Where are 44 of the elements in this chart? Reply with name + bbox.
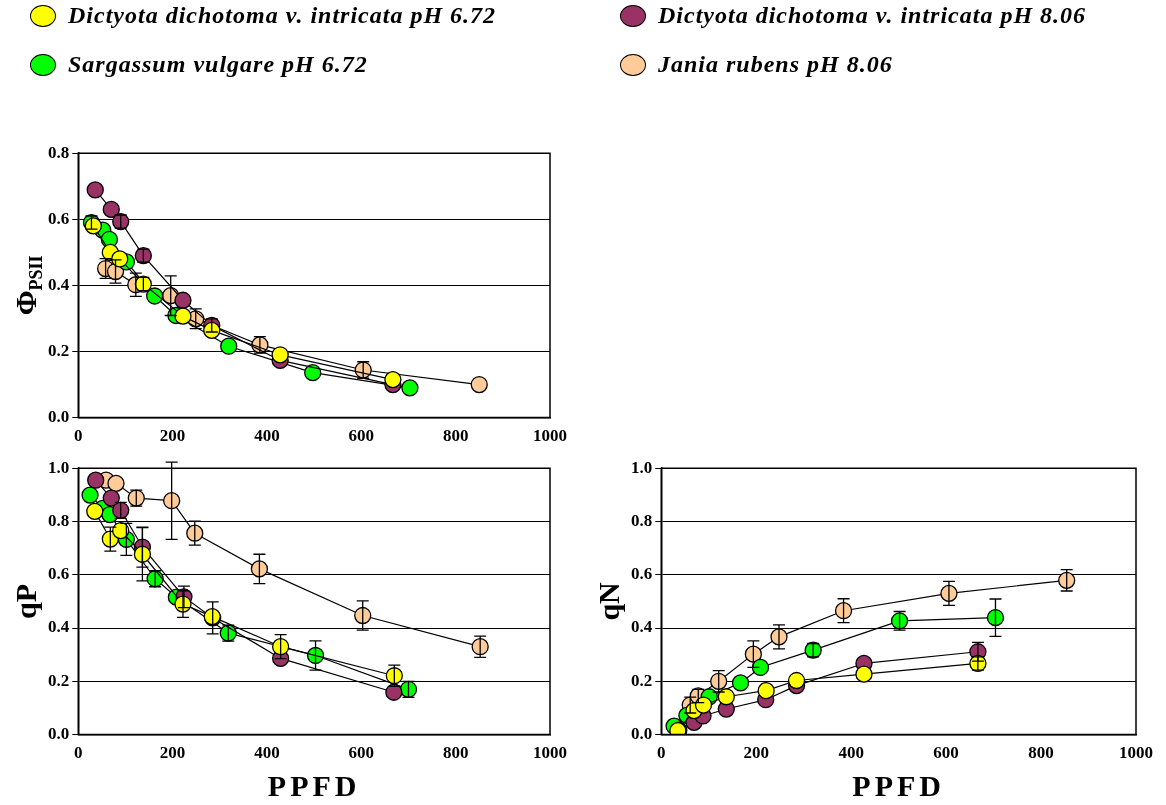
y-tick-label: 0.8 (631, 510, 653, 530)
x-tick-label: 400 (838, 743, 864, 763)
x-axis-title: PPFD (267, 768, 361, 802)
y-tick-label: 1.0 (631, 457, 653, 477)
y-tick-label: 0.6 (48, 564, 70, 584)
x-tick-label: 600 (348, 743, 375, 763)
x-tick-label: 800 (1028, 743, 1054, 763)
x-tick-label: 200 (159, 743, 186, 763)
y-tick-label: 0.2 (48, 670, 70, 690)
x-tick-label: 600 (933, 743, 959, 763)
y-tick-label: 1.0 (48, 457, 70, 477)
x-tick-label: 200 (743, 743, 769, 763)
x-tick-label: 400 (254, 743, 280, 763)
x-tick-label: 1000 (533, 426, 567, 446)
y-axis-title: qN (591, 581, 625, 621)
y-tick-label: 0.6 (48, 208, 70, 228)
x-tick-label: 800 (442, 743, 469, 763)
y-axis-title: qP (8, 583, 42, 619)
legend-label: Dictyota dichotoma v. intricata pH 6.72 (68, 2, 497, 29)
x-tick-label: 600 (348, 426, 375, 446)
y-axis-title: ΦPSII (8, 255, 46, 316)
x-tick-label: 0 (74, 743, 83, 763)
y-tick-label: 0.8 (48, 142, 70, 162)
x-tick-label: 400 (254, 426, 280, 446)
y-tick-label: 0.4 (631, 617, 653, 637)
x-tick-label: 1000 (533, 743, 567, 763)
legend-label: Jania rubens pH 8.06 (658, 51, 893, 78)
y-tick-label: 0.2 (48, 340, 70, 360)
x-tick-label: 0 (74, 426, 83, 446)
y-tick-label: 0.0 (631, 723, 653, 743)
y-tick-label: 0.0 (48, 406, 70, 426)
x-tick-label: 0 (657, 743, 666, 763)
x-tick-label: 800 (442, 426, 469, 446)
x-tick-label: 1000 (1119, 743, 1153, 763)
x-axis-title: PPFD (852, 768, 945, 802)
y-tick-label: 0.4 (48, 617, 70, 637)
x-tick-label: 200 (159, 426, 186, 446)
y-tick-label: 0.8 (48, 510, 70, 530)
y-tick-label: 0.6 (631, 564, 653, 584)
y-tick-label: 0.2 (631, 670, 653, 690)
legend-label: Dictyota dichotoma v. intricata pH 8.06 (658, 2, 1087, 29)
legend-label: Sargassum vulgare pH 6.72 (68, 51, 368, 78)
y-tick-label: 0.4 (48, 274, 70, 294)
y-tick-label: 0.0 (48, 723, 70, 743)
